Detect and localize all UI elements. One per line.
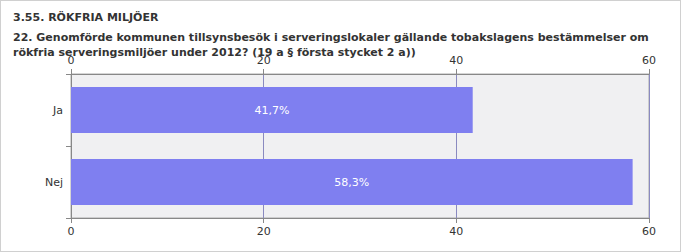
svg-text:41,7%: 41,7% xyxy=(254,104,289,117)
svg-text:0: 0 xyxy=(68,225,75,238)
svg-text:22. Genomförde kommunen tillsy: 22. Genomförde kommunen tillsynsbesök i … xyxy=(13,31,653,44)
svg-text:58,3%: 58,3% xyxy=(334,176,369,189)
svg-text:40: 40 xyxy=(449,225,463,238)
svg-text:Nej: Nej xyxy=(45,176,63,189)
svg-text:rökfria serveringsmiljöer unde: rökfria serveringsmiljöer under 2012? (1… xyxy=(13,46,416,59)
svg-text:20: 20 xyxy=(257,225,271,238)
svg-text:Ja: Ja xyxy=(52,104,63,117)
svg-text:60: 60 xyxy=(642,54,656,67)
svg-text:3.55. RÖKFRIA MILJÖER: 3.55. RÖKFRIA MILJÖER xyxy=(13,10,159,24)
svg-text:20: 20 xyxy=(256,54,271,67)
svg-text:0: 0 xyxy=(67,54,75,67)
svg-text:60: 60 xyxy=(642,225,656,238)
svg-text:40: 40 xyxy=(449,54,463,67)
